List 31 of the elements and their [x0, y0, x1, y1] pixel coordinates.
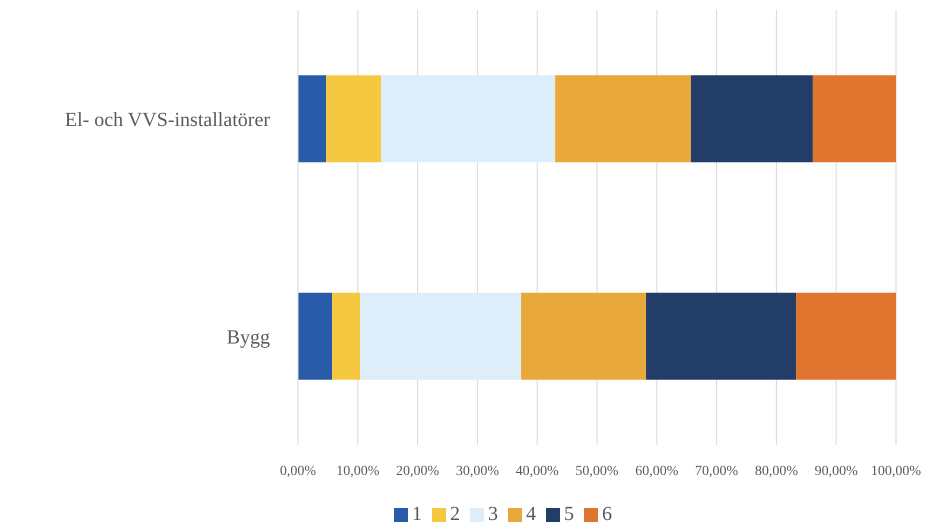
x-tick-label: 40,00% [516, 464, 560, 479]
bar [555, 75, 691, 162]
legend-label: 2 [450, 503, 460, 525]
x-tick-label: 20,00% [396, 464, 440, 479]
x-tick-label: 70,00% [695, 464, 739, 479]
x-tick-label: 100,00% [870, 464, 922, 479]
bar [298, 292, 332, 380]
legend-label: 5 [564, 503, 574, 525]
bar [381, 75, 556, 162]
bar [360, 292, 522, 380]
x-tick-label: 90,00% [814, 464, 858, 479]
bar [812, 75, 896, 162]
x-tick-label: 60,00% [635, 464, 679, 479]
x-tick-label: 80,00% [754, 464, 798, 479]
legend-label: 4 [526, 503, 536, 525]
bar [521, 292, 646, 380]
bar [298, 75, 326, 162]
bar [796, 292, 896, 380]
x-tick-label: 0,00% [280, 464, 316, 479]
x-tick-label: 10,00% [336, 464, 380, 479]
y-tick-label: Bygg [226, 326, 270, 348]
y-tick-label: El- och VVS-installatörer [64, 108, 270, 131]
x-tick-label: 30,00% [456, 464, 500, 479]
legend-label: 3 [488, 503, 498, 525]
legend-label: 6 [602, 503, 612, 525]
bar [646, 292, 796, 380]
x-tick-label: 50,00% [575, 464, 619, 479]
legend-label: 1 [412, 503, 422, 525]
bar [690, 75, 813, 162]
bar [326, 75, 382, 162]
bar [332, 292, 360, 380]
